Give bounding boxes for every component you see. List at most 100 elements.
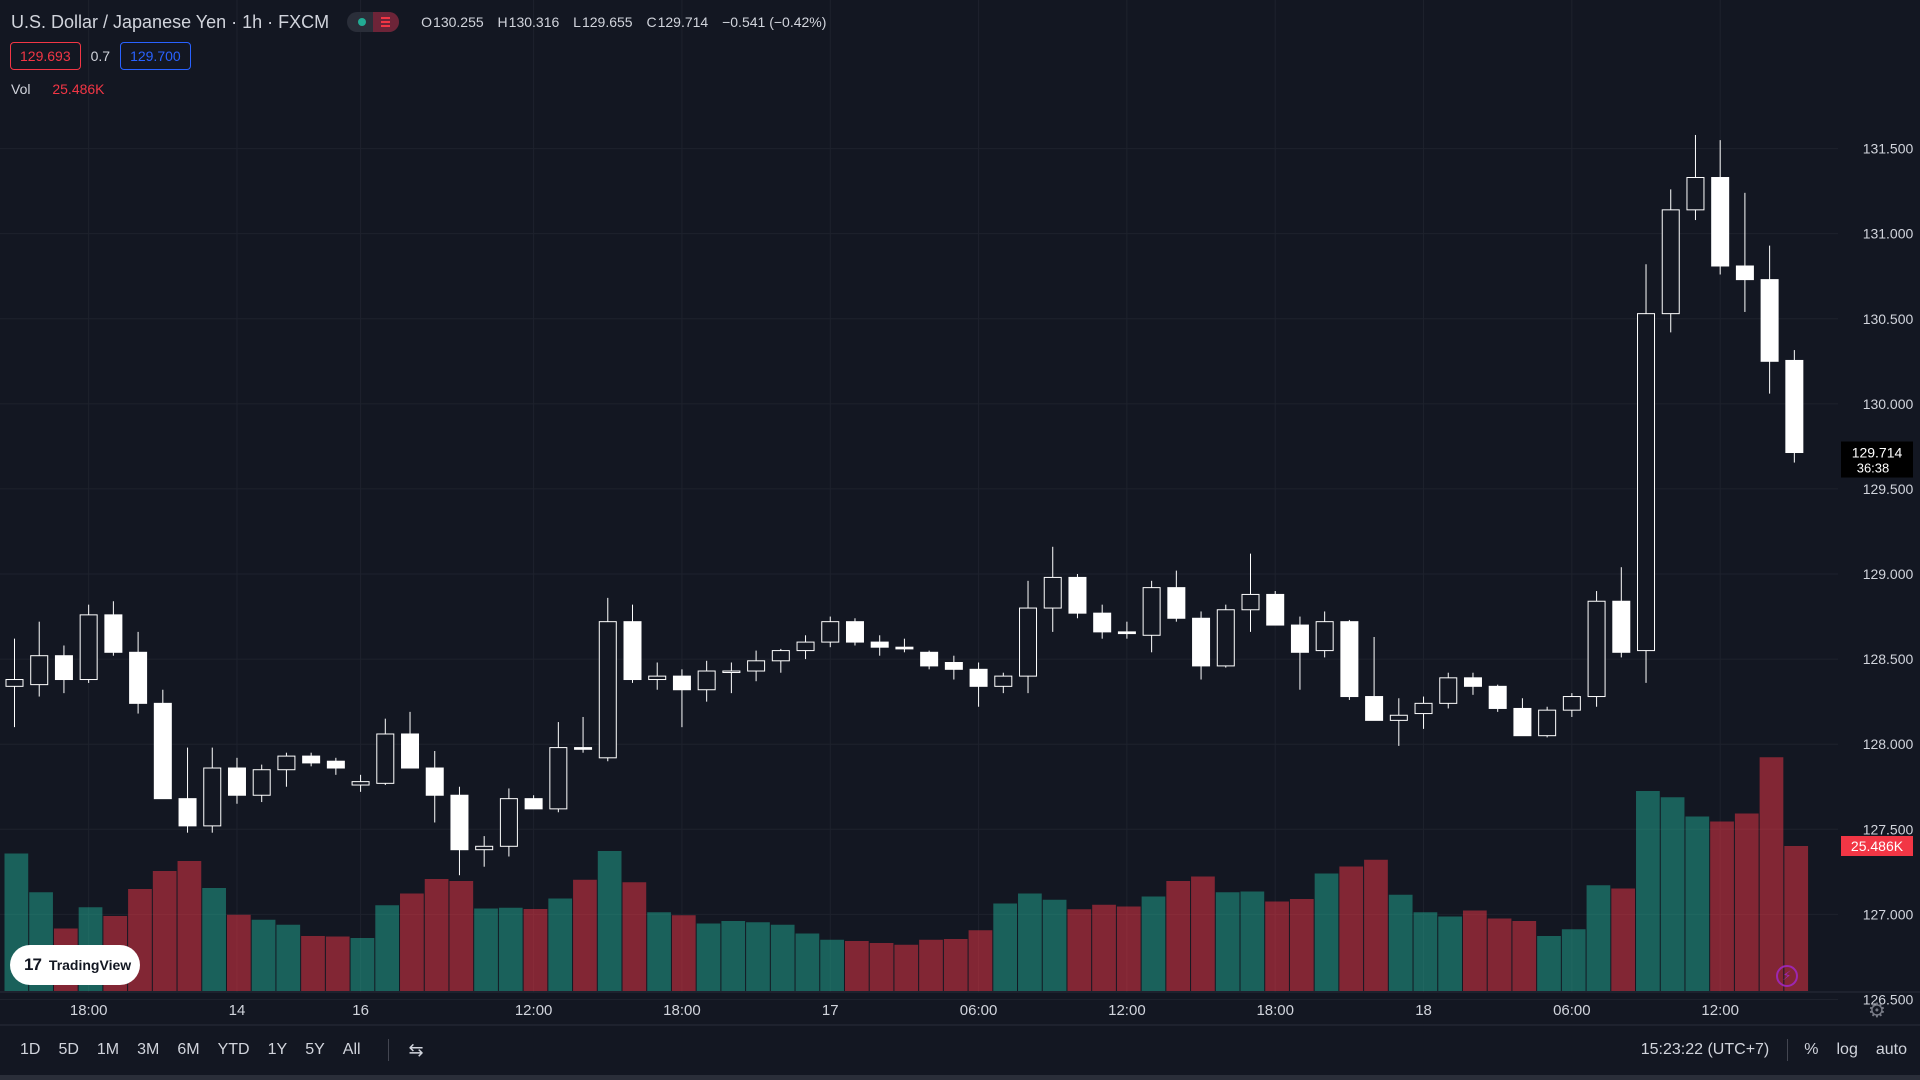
toolbar-right: 15:23:22 (UTC+7) % log auto	[1641, 1025, 1920, 1075]
volume-bar	[251, 919, 276, 991]
volume-bar	[573, 879, 597, 991]
volume-bar	[1537, 936, 1561, 991]
volume-bar	[622, 882, 647, 991]
candle-body	[1117, 631, 1136, 635]
range-all[interactable]: All	[342, 1041, 361, 1058]
gear-icon[interactable]: ⚙	[1868, 1000, 1886, 1022]
volume-value: 25.486K	[52, 81, 105, 97]
calendar-icon[interactable]: ⇆	[408, 1039, 424, 1060]
candle-body	[1043, 576, 1062, 609]
volume-bar	[943, 939, 968, 991]
candle-body	[1463, 677, 1482, 687]
volume-bar	[1364, 859, 1388, 991]
time-tick-label: 18	[1415, 1002, 1432, 1019]
range-1m[interactable]: 1M	[96, 1041, 120, 1058]
sell-button[interactable]: 129.693	[10, 42, 81, 70]
market-status-toggle[interactable]	[347, 12, 400, 32]
candle-body	[1538, 709, 1557, 737]
candle-body	[1735, 265, 1754, 281]
candle-body	[1414, 702, 1433, 715]
symbol-title[interactable]: U.S. Dollar / Japanese Yen · 1h · FXCM	[11, 11, 330, 32]
volume-bar	[1289, 899, 1314, 991]
candle-body	[1661, 209, 1680, 315]
toolbar-divider	[387, 1039, 389, 1061]
candle-body	[227, 767, 246, 796]
toolbar-divider-right	[1787, 1039, 1789, 1061]
candle-body	[178, 798, 197, 827]
price-tick-label: 129.000	[1863, 566, 1914, 582]
volume-bar	[424, 879, 449, 991]
volume-bar	[276, 924, 301, 991]
volume-bar	[1561, 929, 1586, 991]
volume-bar	[202, 888, 226, 991]
volume-bar	[721, 921, 746, 991]
ohlc-close: 129.714	[657, 14, 709, 30]
volume-bar	[1067, 909, 1092, 991]
range-1y[interactable]: 1Y	[267, 1041, 288, 1058]
volume-bar	[226, 914, 251, 991]
volume-badge	[1841, 836, 1913, 856]
tradingview-logo[interactable]: 17 TradingView	[10, 945, 140, 985]
ohlc-low: 129.655	[581, 14, 633, 30]
volume-bar	[869, 943, 894, 991]
volume-bar	[1413, 912, 1438, 991]
volume-bar	[820, 939, 844, 991]
buy-button[interactable]: 129.700	[120, 42, 191, 70]
candlesticks	[5, 134, 1804, 876]
candle-body	[771, 650, 790, 662]
candle-body	[1488, 685, 1507, 709]
candle-body	[1439, 677, 1458, 704]
tradingview-logo-text: TradingView	[48, 957, 132, 973]
volume-bar	[1512, 921, 1537, 991]
ohlc-close-label: C	[646, 14, 657, 30]
candle-body	[623, 621, 642, 681]
candle-body	[79, 614, 98, 681]
candle-body	[1216, 609, 1235, 667]
candle-body	[1167, 587, 1186, 619]
candle-body	[1093, 612, 1112, 633]
volume-legend[interactable]: Vol 25.486K	[11, 81, 105, 97]
candle-body	[796, 641, 815, 652]
candle-body	[326, 760, 345, 769]
volume-bar	[375, 905, 400, 991]
log-toggle[interactable]: log	[1836, 1041, 1858, 1058]
chart-grid	[0, 0, 1920, 1026]
candle-body	[1562, 696, 1581, 711]
time-tick-label: 14	[229, 1002, 246, 1019]
volume-bar	[1660, 797, 1685, 991]
candle-body	[672, 675, 691, 691]
candle-body	[1019, 607, 1038, 677]
volume-bar	[671, 915, 696, 991]
volume-bar	[1141, 896, 1166, 991]
price-tick-label: 127.000	[1863, 906, 1914, 922]
volume-bar	[350, 938, 375, 991]
candle-body	[351, 781, 370, 786]
price-tick-label: 127.500	[1863, 821, 1914, 837]
volume-bar	[1314, 873, 1339, 991]
spread-value: 0.7	[90, 48, 111, 64]
auto-toggle[interactable]: auto	[1875, 1041, 1907, 1058]
candle-body	[302, 755, 321, 764]
clock[interactable]: 15:23:22 (UTC+7)	[1640, 1041, 1770, 1058]
range-3m[interactable]: 3M	[137, 1041, 160, 1058]
range-6m[interactable]: 6M	[177, 1041, 200, 1058]
candle-body	[450, 794, 469, 851]
time-tick-label: 16	[352, 1002, 369, 1019]
volume-bar	[1191, 876, 1215, 991]
bar-countdown: 36:38	[1857, 461, 1890, 476]
volume-bar	[1710, 821, 1734, 991]
price-axis: 126.500 127.000 127.500 128.000 128.500 129.0…	[1863, 141, 1914, 1008]
volume-bar	[1240, 891, 1265, 991]
range-5y[interactable]: 5Y	[305, 1041, 325, 1058]
lightning-icon[interactable]: ⚡	[1776, 965, 1798, 987]
market-open-dot-icon	[358, 18, 367, 26]
range-1d[interactable]: 1D	[20, 1041, 41, 1058]
candle-body	[401, 733, 420, 769]
percent-toggle[interactable]: %	[1804, 1041, 1819, 1058]
candle-body	[1315, 621, 1334, 652]
range-5d[interactable]: 5D	[58, 1041, 79, 1058]
range-ytd[interactable]: YTD	[217, 1041, 250, 1058]
time-tick-label: 06:00	[960, 1002, 998, 1019]
candle-body	[1711, 177, 1730, 267]
